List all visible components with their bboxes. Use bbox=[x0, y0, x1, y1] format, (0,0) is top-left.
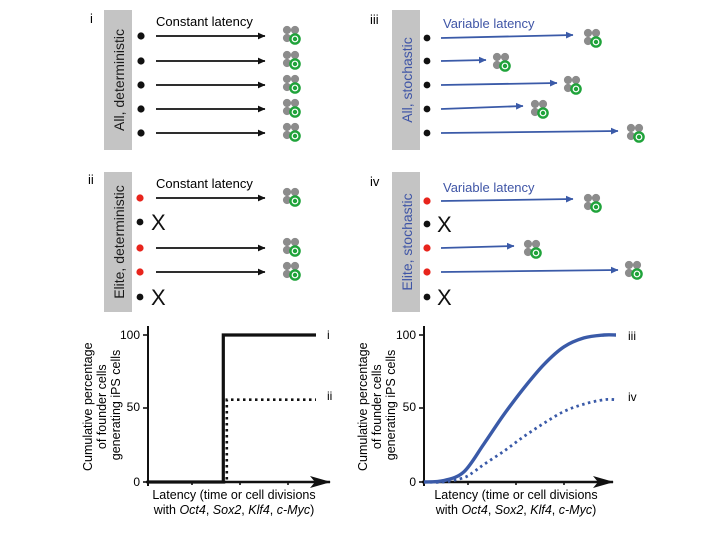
failed-cell-x-mark: X bbox=[437, 212, 452, 237]
side-label-all-deterministic: All, deterministic bbox=[111, 29, 127, 131]
chart-stochastic: Cumulative percentage of founder cells g… bbox=[356, 326, 637, 517]
side-label-elite-deterministic: Elite, deterministic bbox=[111, 185, 127, 299]
x-axis-label-line2: with Oct4, Sox2, Klf4, c-Myc) bbox=[153, 503, 315, 517]
failed-cell-x-mark: X bbox=[437, 285, 452, 310]
founder-cells bbox=[423, 34, 431, 137]
panel-numeral-ii: ii bbox=[88, 172, 94, 187]
constant-latency-label: Constant latency bbox=[156, 14, 253, 29]
x-axis-label-line2: with Oct4, Sox2, Klf4, c-Myc) bbox=[435, 503, 597, 517]
curve-ii bbox=[223, 398, 316, 484]
failed-cell-x-mark: X bbox=[151, 210, 166, 235]
ips-colonies bbox=[281, 24, 301, 142]
y-tick-label: 100 bbox=[396, 328, 416, 342]
ips-colonies bbox=[522, 192, 643, 280]
variable-latency-arrows bbox=[440, 31, 619, 135]
side-label-all-stochastic: All, stochastic bbox=[399, 37, 415, 123]
y-axis-label-line: of founder cells bbox=[370, 364, 384, 449]
founder-cells bbox=[423, 197, 431, 301]
side-label-elite-stochastic: Elite, stochastic bbox=[399, 193, 415, 290]
panel-all-deterministic: i All, deterministic Constant latency bbox=[90, 10, 301, 150]
side-label-box bbox=[392, 10, 420, 150]
panel-all-stochastic: iii All, stochastic Variable latency bbox=[370, 10, 645, 150]
side-label-box bbox=[104, 172, 132, 312]
curve-iv bbox=[423, 397, 617, 484]
y-axis-label-line: Cumulative percentage bbox=[81, 342, 95, 471]
founder-cells bbox=[136, 194, 144, 301]
ips-colonies bbox=[491, 27, 645, 143]
curve-label-iii: iii bbox=[628, 329, 636, 343]
x-axis-label-line1: Latency (time or cell divisions bbox=[434, 488, 597, 502]
y-tick-label: 100 bbox=[120, 328, 140, 342]
y-axis-label: Cumulative percentage of founder cells g… bbox=[356, 339, 398, 471]
constant-latency-label: Constant latency bbox=[156, 176, 253, 191]
panel-elite-stochastic: iv Elite, stochastic Variable latency X … bbox=[370, 172, 643, 312]
side-label-box bbox=[392, 172, 420, 312]
x-axis-label-line1: Latency (time or cell divisions bbox=[152, 488, 315, 502]
y-axis-label-line: Cumulative percentage bbox=[356, 342, 370, 471]
tick-marks bbox=[143, 334, 289, 485]
variable-latency-arrows bbox=[440, 195, 619, 274]
curve-label-iv: iv bbox=[628, 390, 637, 404]
failed-cell-x-mark: X bbox=[151, 285, 166, 310]
constant-latency-arrows bbox=[156, 194, 266, 276]
y-tick-label: 50 bbox=[403, 400, 417, 414]
curve-iii bbox=[423, 333, 617, 484]
ips-colonies bbox=[281, 186, 301, 281]
chart-deterministic: Cumulative percentage of founder cells g… bbox=[81, 326, 332, 517]
y-axis-label-line: generating iPS cells bbox=[384, 350, 398, 460]
y-tick-label: 0 bbox=[133, 475, 140, 489]
y-axis-label-line: of founder cells bbox=[95, 364, 109, 449]
variable-latency-label: Variable latency bbox=[443, 16, 535, 31]
y-tick-label: 50 bbox=[127, 400, 141, 414]
founder-cells bbox=[137, 32, 145, 137]
constant-latency-arrows bbox=[156, 32, 266, 137]
tick-marks bbox=[419, 334, 565, 485]
panel-numeral-i: i bbox=[90, 11, 93, 26]
panel-elite-deterministic: ii Elite, deterministic Constant latency… bbox=[88, 172, 301, 312]
panel-numeral-iv: iv bbox=[370, 174, 380, 189]
y-axis-label-line: generating iPS cells bbox=[109, 350, 123, 460]
curve-i bbox=[148, 333, 316, 484]
variable-latency-label: Variable latency bbox=[443, 180, 535, 195]
curve-label-i: i bbox=[327, 328, 330, 342]
curve-label-ii: ii bbox=[327, 389, 332, 403]
panel-numeral-iii: iii bbox=[370, 12, 379, 27]
y-tick-label: 0 bbox=[409, 475, 416, 489]
y-axis-label: Cumulative percentage of founder cells g… bbox=[81, 339, 123, 471]
side-label-box bbox=[104, 10, 132, 150]
